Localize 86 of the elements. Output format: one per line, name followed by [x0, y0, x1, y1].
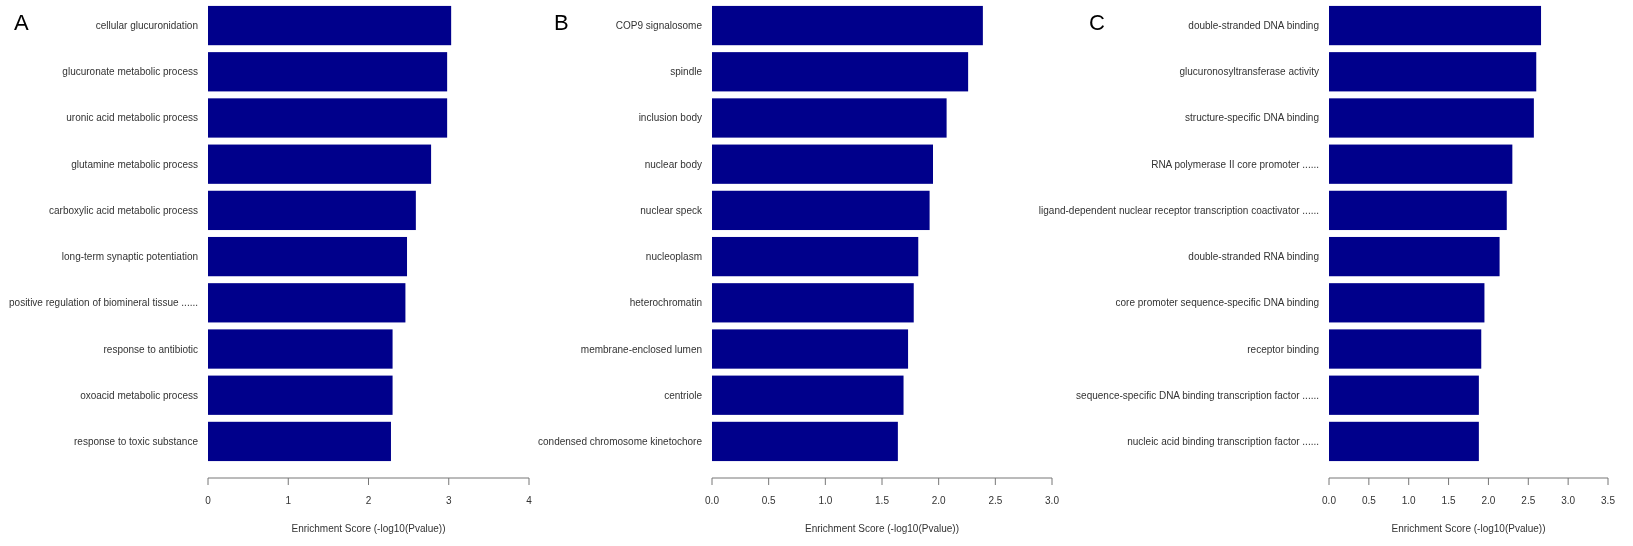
bar: [712, 375, 904, 415]
y-tick-label: heterochromatin: [629, 297, 702, 309]
y-tick-label: glutamine metabolic process: [71, 158, 198, 170]
y-tick-label: sequence-specific DNA binding transcription factor ......: [1076, 389, 1319, 401]
bar: [712, 283, 914, 323]
bar: [712, 52, 969, 92]
bar: [712, 421, 898, 462]
y-tick-label: positive regulation of biomineral tissue ......: [9, 297, 198, 309]
x-tick-label: 2.5: [988, 495, 1003, 506]
x-tick-label: 1.0: [818, 495, 833, 506]
x-tick-label: 3.5: [1601, 495, 1616, 506]
bar: [1329, 98, 1534, 138]
x-tick-label: 2.5: [1521, 495, 1536, 506]
bar: [208, 329, 393, 369]
x-tick-label: 1.5: [1441, 495, 1456, 506]
chart-title: B: [554, 10, 569, 35]
y-tick-label: cellular glucuronidation: [95, 20, 198, 32]
bar: [712, 236, 919, 277]
x-tick-label: 1.0: [1401, 495, 1417, 506]
bar: [208, 236, 408, 277]
y-tick-label: oxoacid metabolic process: [80, 389, 198, 401]
x-tick-label: 1.5: [875, 495, 890, 506]
x-tick-label: 1: [285, 495, 292, 506]
y-tick-label: nucleic acid binding transcription factor ......: [1127, 435, 1319, 447]
x-tick-label: 2.0: [931, 495, 947, 506]
bar: [208, 283, 406, 323]
bar: [208, 52, 448, 92]
bar: [1329, 5, 1542, 46]
bar: [712, 5, 983, 46]
y-tick-label: nuclear body: [644, 158, 702, 170]
bar: [208, 421, 391, 462]
bar: [712, 190, 930, 231]
bar: [1329, 144, 1513, 184]
bar: [1329, 421, 1479, 462]
y-tick-label: condensed chromosome kinetochore: [538, 435, 703, 447]
y-tick-label: glucuronosyltransferase activity: [1179, 66, 1319, 78]
y-tick-label: response to antibiotic: [103, 343, 198, 355]
y-tick-label: carboxylic acid metabolic process: [49, 204, 198, 216]
bar: [712, 144, 933, 184]
x-tick-label: 3: [445, 495, 452, 506]
y-tick-label: glucuronate metabolic process: [62, 66, 198, 78]
bar: [208, 144, 432, 184]
y-tick-label: RNA polymerase II core promoter ......: [1151, 158, 1319, 170]
x-tick-label: 2.0: [1481, 495, 1496, 506]
x-axis-title: Enrichment Score (-log10(Pvalue)): [1391, 523, 1546, 534]
x-axis-title: Enrichment Score (-log10(Pvalue)): [805, 523, 959, 534]
bar: [208, 5, 452, 46]
y-tick-label: long-term synaptic potentiation: [61, 251, 198, 263]
text: C: [1089, 10, 1105, 35]
bar: [208, 98, 448, 138]
bar: [1329, 236, 1500, 277]
x-tick-label: 2: [365, 495, 372, 506]
y-tick-label: COP9 signalosome: [615, 20, 703, 32]
x-tick-label: 0.5: [1361, 495, 1377, 506]
bar: [1329, 283, 1485, 323]
x-tick-label: 0.0: [1322, 495, 1337, 506]
x-tick-label: 0: [205, 495, 212, 506]
y-tick-label: double-stranded RNA binding: [1188, 251, 1319, 263]
bar: [208, 190, 416, 231]
y-tick-label: uronic acid metabolic process: [66, 112, 198, 124]
y-tick-label: core promoter sequence-specific DNA binding: [1115, 297, 1319, 309]
bar: [1329, 329, 1482, 369]
y-tick-label: receptor binding: [1247, 343, 1319, 355]
y-tick-label: ligand-dependent nuclear receptor transcription coactivator ......: [1038, 204, 1319, 216]
y-tick-label: response to toxic substance: [74, 435, 199, 447]
y-tick-label: spindle: [670, 66, 703, 78]
x-axis-title: Enrichment Score (-log10(Pvalue)): [291, 523, 446, 534]
x-tick-label: 4: [526, 495, 533, 506]
y-tick-label: nuclear speck: [640, 204, 703, 216]
y-tick-label: nucleoplasm: [645, 251, 702, 263]
bar: [1329, 375, 1479, 415]
x-tick-label: 0.0: [705, 495, 720, 506]
y-tick-label: double-stranded DNA binding: [1188, 20, 1319, 32]
text: A: [14, 10, 29, 35]
y-tick-label: inclusion body: [638, 112, 702, 124]
x-tick-label: 0.5: [761, 495, 777, 506]
x-tick-label: 3.0: [1045, 495, 1060, 506]
y-tick-label: centriole: [664, 389, 703, 401]
y-tick-label: membrane-enclosed lumen: [580, 343, 702, 355]
bar: [1329, 52, 1537, 92]
x-tick-label: 3.0: [1561, 495, 1576, 506]
bar: [1329, 190, 1507, 231]
bar: [208, 375, 393, 415]
y-tick-label: structure-specific DNA binding: [1185, 112, 1319, 124]
bar: [712, 98, 947, 138]
bar: [712, 329, 909, 369]
